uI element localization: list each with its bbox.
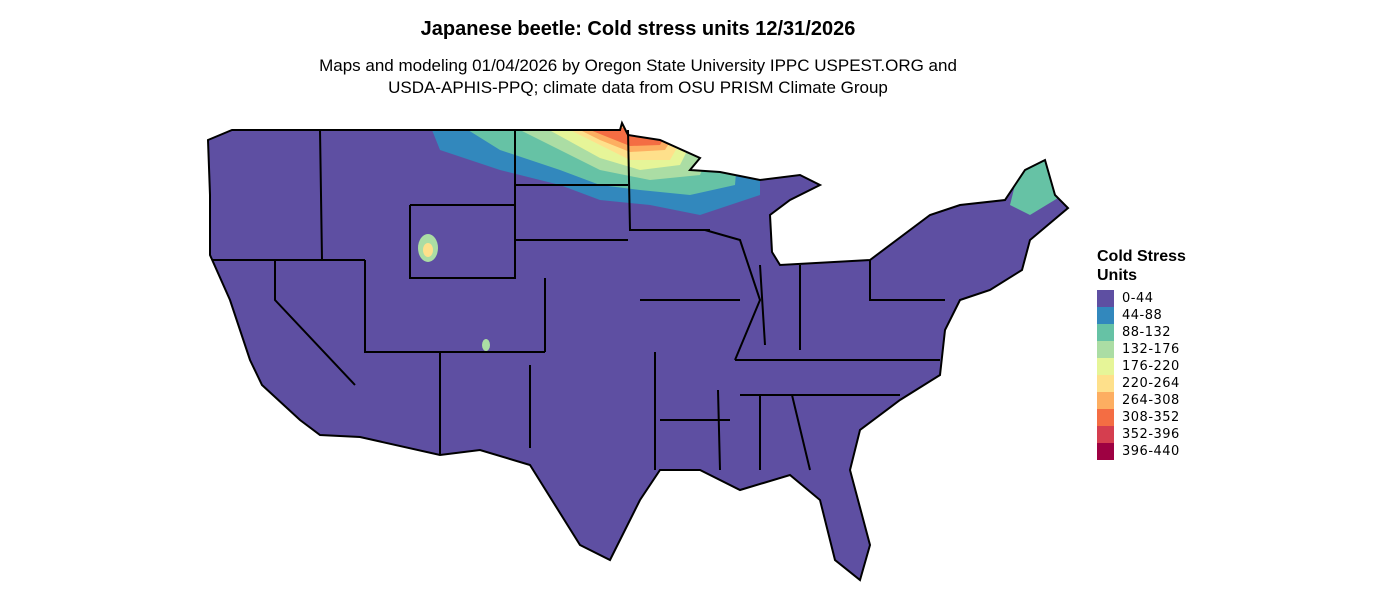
legend-label: 176-220 — [1122, 359, 1180, 374]
legend-swatch — [1097, 307, 1114, 324]
legend-label: 44-88 — [1122, 308, 1163, 323]
legend-swatch — [1097, 290, 1114, 307]
cold-stress-raster — [208, 123, 1068, 580]
legend-item: 132-176 — [1097, 341, 1186, 358]
legend-label: 88-132 — [1122, 325, 1172, 340]
legend-item: 396-440 — [1097, 443, 1186, 460]
legend-swatch — [1097, 392, 1114, 409]
subtitle-line-1: Maps and modeling 01/04/2026 by Oregon S… — [319, 56, 957, 75]
legend-swatch — [1097, 375, 1114, 392]
map-subtitle: Maps and modeling 01/04/2026 by Oregon S… — [0, 55, 1276, 99]
legend-label: 0-44 — [1122, 291, 1154, 306]
map-title: Japanese beetle: Cold stress units 12/31… — [420, 18, 856, 40]
legend-swatch — [1097, 409, 1114, 426]
legend-swatch — [1097, 358, 1114, 375]
legend-title-line-1: Cold Stress — [1097, 248, 1186, 265]
legend-item: 0-44 — [1097, 290, 1186, 307]
state-boundaries — [207, 122, 1069, 581]
legend-label: 396-440 — [1122, 444, 1180, 459]
legend-item: 220-264 — [1097, 375, 1186, 392]
legend-item: 44-88 — [1097, 307, 1186, 324]
subtitle-line-2: USDA-APHIS-PPQ; climate data from OSU PR… — [388, 78, 888, 97]
legend-item: 88-132 — [1097, 324, 1186, 341]
legend-item: 352-396 — [1097, 426, 1186, 443]
legend-label: 264-308 — [1122, 393, 1180, 408]
legend-title: Cold Stress Units — [1097, 247, 1186, 285]
legend-item: 264-308 — [1097, 392, 1186, 409]
legend-swatch — [1097, 341, 1114, 358]
legend-label: 132-176 — [1122, 342, 1180, 357]
legend-label: 220-264 — [1122, 376, 1180, 391]
legend-item: 176-220 — [1097, 358, 1186, 375]
legend-label: 308-352 — [1122, 410, 1180, 425]
legend-item: 308-352 — [1097, 409, 1186, 426]
legend-title-line-2: Units — [1097, 267, 1137, 284]
legend-swatch — [1097, 443, 1114, 460]
legend-label: 352-396 — [1122, 427, 1180, 442]
legend-swatch — [1097, 324, 1114, 341]
legend: Cold Stress Units 0-44 44-88 88-132 132-176… — [1097, 247, 1186, 460]
legend-swatch — [1097, 426, 1114, 443]
